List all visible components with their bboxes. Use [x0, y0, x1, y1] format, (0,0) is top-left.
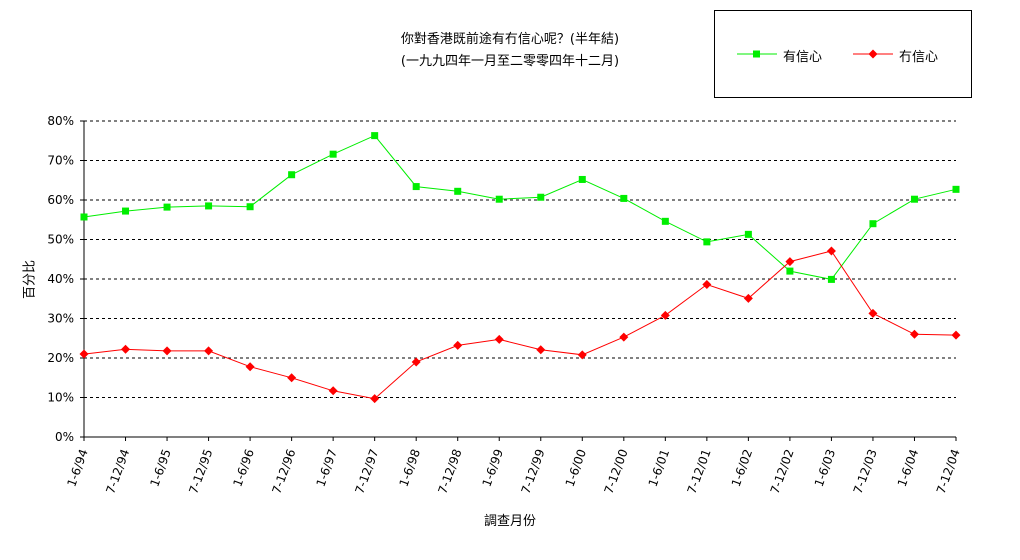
data-point-confident — [827, 275, 835, 283]
data-point-not-confident — [204, 346, 214, 356]
data-point-confident — [122, 207, 130, 215]
series-line-0 — [83, 134, 957, 280]
y-tick-label: 20% — [47, 351, 74, 365]
y-tick-label: 30% — [47, 312, 74, 326]
data-point-confident — [163, 203, 171, 211]
data-point-confident — [537, 193, 545, 201]
x-tick-label: 1-6/98 — [397, 447, 423, 488]
data-point-not-confident — [702, 280, 712, 290]
x-tick-label: 1-6/97 — [313, 447, 339, 488]
x-tick-label: 7-12/03 — [851, 447, 880, 496]
data-point-not-confident — [536, 345, 546, 355]
x-tick-label: 7-12/95 — [186, 447, 215, 496]
x-tick-label: 1-6/99 — [480, 447, 506, 488]
y-tick-label: 70% — [47, 154, 74, 168]
data-point-confident — [80, 213, 88, 221]
data-point-confident — [288, 171, 296, 179]
data-point-confident — [744, 230, 752, 238]
data-point-not-confident — [287, 373, 297, 383]
x-tick-label: 7-12/04 — [934, 447, 963, 496]
x-tick-label: 7-12/02 — [768, 447, 797, 496]
x-tick-label: 7-12/99 — [519, 447, 548, 496]
data-point-confident — [703, 238, 711, 246]
legend-label-not-confident: 冇信心 — [899, 50, 939, 65]
data-point-confident — [620, 194, 628, 202]
data-point-not-confident — [868, 308, 878, 318]
x-tick-label: 1-6/02 — [729, 447, 755, 488]
legend-marker-confident — [737, 50, 777, 58]
x-tick-label: 7-12/98 — [435, 447, 464, 496]
y-tick-label: 60% — [47, 193, 74, 207]
data-point-confident — [454, 187, 462, 195]
series-line-1 — [83, 250, 957, 400]
data-point-not-confident — [121, 344, 131, 354]
legend-label-confident: 有信心 — [783, 50, 823, 65]
chart-subtitle: (一九九四年一月至二零零四年十二月) — [400, 54, 620, 69]
data-point-not-confident — [785, 257, 795, 267]
data-point-not-confident — [494, 334, 504, 344]
x-tick-label: 7-12/00 — [602, 447, 631, 496]
data-point-not-confident — [909, 329, 919, 339]
data-point-confident — [786, 267, 794, 275]
data-point-confident — [578, 175, 586, 183]
data-point-not-confident — [660, 310, 670, 320]
data-point-confident — [661, 217, 669, 225]
data-point-confident — [910, 195, 918, 203]
data-point-not-confident — [619, 332, 629, 342]
data-point-confident — [329, 150, 337, 158]
data-point-not-confident — [162, 346, 172, 356]
data-point-not-confident — [577, 350, 587, 360]
x-tick-label: 1-6/95 — [147, 447, 173, 488]
data-point-confident — [495, 195, 503, 203]
x-tick-label: 1-6/03 — [812, 447, 838, 488]
x-tick-label: 1-6/00 — [563, 447, 589, 488]
data-point-confident — [412, 183, 420, 191]
y-tick-label: 80% — [47, 114, 74, 128]
data-point-not-confident — [411, 357, 421, 367]
data-point-not-confident — [79, 349, 89, 359]
x-tick-label: 7-12/01 — [685, 447, 714, 496]
legend-marker-not-confident — [853, 49, 893, 59]
data-point-confident — [869, 220, 877, 228]
x-axis-title: 調查月份 — [483, 514, 536, 529]
y-tick-label: 10% — [47, 391, 74, 405]
data-point-not-confident — [453, 340, 463, 350]
data-point-confident — [246, 203, 254, 211]
chart-title: 你對香港既前途有冇信心呢？(半年結) — [400, 32, 620, 47]
x-tick-label: 7-12/97 — [352, 447, 381, 496]
x-tick-label: 7-12/94 — [103, 447, 132, 496]
legend: 有信心 冇信心 — [714, 10, 972, 98]
data-point-confident — [952, 185, 960, 193]
data-point-confident — [205, 202, 213, 210]
x-tick-label: 7-12/96 — [269, 447, 298, 496]
x-tick-label: 1-6/96 — [230, 447, 256, 488]
x-tick-label: 1-6/04 — [895, 447, 921, 488]
y-tick-label: 40% — [47, 272, 74, 286]
data-point-not-confident — [370, 394, 380, 404]
data-point-not-confident — [328, 386, 338, 396]
y-tick-label: 50% — [47, 233, 74, 247]
y-tick-label: 0% — [55, 430, 74, 444]
x-tick-label: 1-6/94 — [64, 447, 90, 488]
data-point-confident — [371, 132, 379, 140]
x-tick-label: 1-6/01 — [646, 447, 672, 488]
data-point-not-confident — [826, 246, 836, 256]
data-point-not-confident — [245, 362, 255, 372]
data-point-not-confident — [743, 293, 753, 303]
data-point-not-confident — [951, 330, 961, 340]
